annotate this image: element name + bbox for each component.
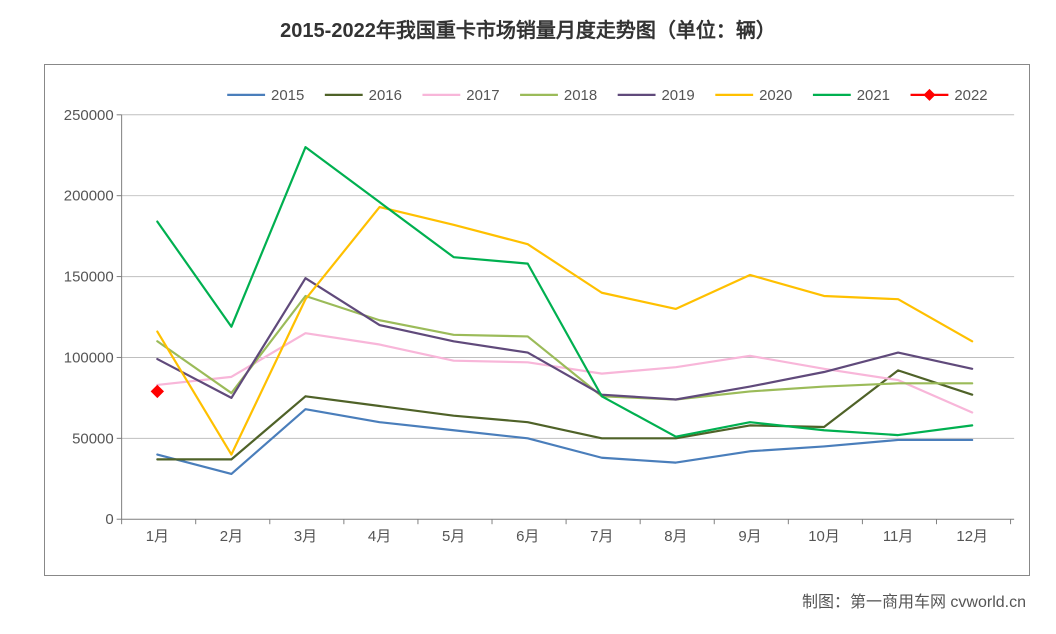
svg-text:2016: 2016: [369, 87, 402, 104]
svg-text:3月: 3月: [294, 528, 317, 545]
chart-box: 0 50000 100000 150000 200000 250000 1月 2月 3月 4月 5月…: [44, 64, 1030, 576]
svg-text:12月: 12月: [956, 528, 988, 545]
svg-text:150000: 150000: [64, 269, 114, 286]
chart-title: 2015-2022年我国重卡市场销量月度走势图（单位：辆）: [0, 14, 1056, 43]
svg-text:11月: 11月: [883, 528, 913, 545]
svg-text:6月: 6月: [516, 528, 539, 545]
svg-text:2017: 2017: [466, 87, 499, 104]
svg-text:10月: 10月: [808, 528, 840, 545]
svg-text:50000: 50000: [72, 430, 114, 447]
svg-text:2020: 2020: [759, 87, 792, 104]
svg-text:2021: 2021: [857, 87, 890, 104]
svg-text:7月: 7月: [590, 528, 613, 545]
svg-text:2月: 2月: [220, 528, 243, 545]
svg-text:0: 0: [105, 511, 113, 528]
svg-text:2018: 2018: [564, 87, 597, 104]
chart-svg: 0 50000 100000 150000 200000 250000 1月 2月 3月 4月 5月…: [45, 65, 1029, 575]
svg-text:250000: 250000: [64, 107, 114, 124]
svg-text:9月: 9月: [738, 528, 761, 545]
chart-credit: 制图：第一商用车网 cvworld.cn: [802, 588, 1026, 612]
svg-text:2019: 2019: [662, 87, 695, 104]
svg-text:1月: 1月: [146, 528, 169, 545]
svg-text:2022: 2022: [954, 87, 987, 104]
svg-text:8月: 8月: [664, 528, 687, 545]
chart-container: 2015-2022年我国重卡市场销量月度走势图（单位：辆） 0 50000 1000…: [0, 0, 1056, 634]
svg-text:200000: 200000: [64, 188, 114, 205]
svg-text:4月: 4月: [368, 528, 391, 545]
svg-text:5月: 5月: [442, 528, 465, 545]
svg-text:2015: 2015: [271, 87, 304, 104]
svg-text:100000: 100000: [64, 349, 114, 366]
